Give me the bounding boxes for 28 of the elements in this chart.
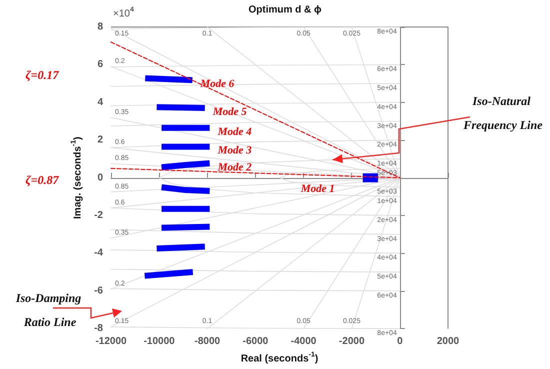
annotation: Mode 3 [216,144,252,157]
y-tick-label: -4 [94,248,104,259]
annotation: Iso-Natural Frequency Line [462,94,544,132]
y-tick-label: 4 [97,96,104,108]
x-tick-label: -4000 [290,336,317,348]
y-tick-label: -8 [94,323,104,334]
x-tick-label: -8000 [194,336,221,348]
annotation: Mode 5 [212,106,248,118]
x-tick-label: -6000 [242,336,269,348]
y-tick-label: -2 [94,210,104,221]
x-tick-label: -12000 [95,336,128,348]
y-tick-label: 2 [97,134,104,146]
annotation: Mode 4 [216,126,252,138]
annotation: Mode 6 [199,78,235,90]
x-tick-label: 0 [397,336,404,348]
x-tick-label: -2000 [338,336,365,348]
text: ζ=0.17 [25,68,60,82]
y-tick-label: 8 [97,22,104,32]
text: Iso-Damping Ratio Line [14,291,84,329]
annotation: Mode 1 [300,182,335,195]
x-tick-label: -10000 [144,336,176,348]
chart-title: Optimum d & ϕ [248,4,322,16]
y-tick-label: 0 [97,172,104,184]
y-tick-label: 6 [97,59,104,70]
annotation: Mode 2 [216,161,252,174]
y-tick-label: -6 [94,285,104,296]
x-tick-label: 2000 [436,336,460,348]
text: ζ=0.87 [25,173,60,187]
